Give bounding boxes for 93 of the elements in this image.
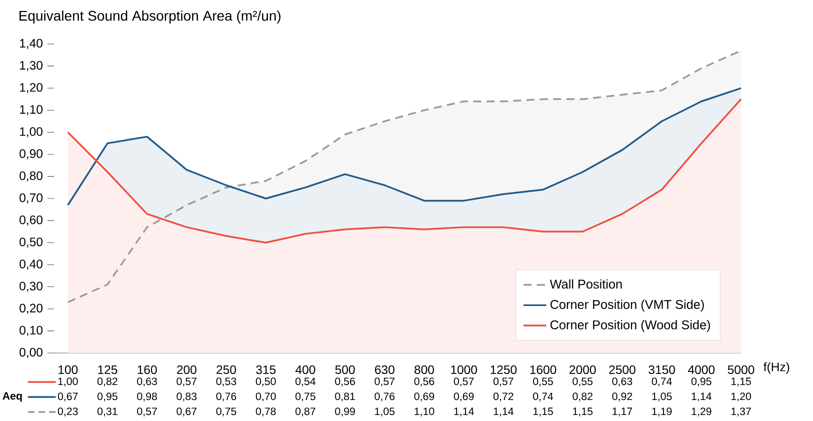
y-tick-label: 0,50 (20, 238, 43, 248)
y-tick-label: 1,00 (20, 127, 43, 138)
y-tick-label: 0,70 (20, 193, 43, 204)
data-label: 1,29 (692, 408, 712, 416)
data-label: 0,56 (335, 378, 355, 386)
data-label: 0,75 (216, 408, 236, 416)
x-tick-label: 125 (98, 365, 118, 374)
data-label: 0,95 (691, 378, 712, 386)
data-label: 0,69 (454, 392, 474, 402)
data-label: 0,55 (572, 378, 593, 386)
data-label: 0,67 (176, 408, 196, 416)
x-tick-label: 630 (375, 365, 394, 374)
data-label: 0,76 (216, 392, 236, 402)
data-label: 0,70 (256, 392, 276, 402)
data-label: 0,57 (137, 408, 157, 416)
data-label: 0,78 (256, 408, 276, 416)
y-tick-label: 1,40 (20, 38, 43, 50)
data-label: 1,05 (375, 408, 395, 416)
data-label: 1,15 (533, 408, 553, 416)
x-tick-label: 1600 (530, 365, 556, 374)
data-label: 0,31 (97, 408, 118, 416)
data-label: 0,55 (533, 378, 553, 386)
data-label: 0,81 (335, 392, 355, 402)
y-tick-label: 0,30 (20, 282, 43, 292)
data-label: 0,83 (176, 392, 197, 402)
data-label: 0,50 (256, 378, 276, 386)
legend-label: Wall Position (550, 279, 622, 289)
data-label: 0,87 (295, 408, 316, 416)
y-tick-label: 0,10 (20, 326, 43, 336)
text: Aeq (2, 392, 22, 402)
data-label: 0,72 (493, 392, 514, 402)
x-tick-label: 3150 (648, 365, 675, 374)
data-label: 0,95 (97, 392, 118, 402)
x-tick-label: 1250 (490, 365, 517, 374)
data-label: 0,57 (176, 378, 196, 386)
data-label: 0,76 (374, 392, 395, 402)
data-label: 0,53 (216, 378, 236, 386)
data-label: 0,92 (612, 392, 632, 402)
x-tick-label: 400 (295, 365, 316, 374)
data-label: 0,57 (374, 378, 394, 386)
x-tick-label: 160 (138, 365, 157, 374)
data-label: 0,74 (652, 378, 672, 386)
x-tick-label: 500 (335, 365, 355, 374)
data-label: 0,63 (137, 378, 157, 386)
x-tick-label: 800 (414, 365, 434, 374)
x-tick-label: 315 (256, 365, 276, 374)
data-label: 0,82 (572, 392, 592, 402)
y-tick-label: 0,90 (20, 149, 43, 160)
data-label: 0,99 (335, 408, 355, 416)
data-label: 1,17 (612, 408, 632, 416)
legend-label: Corner Position (VMT Side) (550, 300, 704, 312)
chart-title: Equivalent Sound Absorption Area (m²/un) (20, 10, 280, 24)
x-tick-label: 4000 (688, 365, 715, 374)
x-tick-label: 1000 (451, 365, 478, 374)
data-label: 1,10 (414, 408, 434, 416)
data-label: 1,15 (573, 408, 593, 416)
data-label: 0,57 (454, 378, 474, 386)
data-label: 1,14 (692, 392, 712, 402)
data-label: 1,05 (652, 392, 672, 402)
data-label: 1,20 (731, 392, 751, 402)
data-label: 0,67 (58, 392, 78, 402)
data-label: 0,74 (533, 392, 554, 402)
y-tick-label: 1,30 (20, 60, 43, 72)
x-tick-label: 5000 (728, 365, 754, 374)
data-label: 1,14 (494, 408, 514, 416)
y-tick-label: 1,10 (20, 105, 43, 116)
data-label: 0,69 (414, 392, 434, 402)
data-label: 0,82 (97, 378, 118, 386)
x-tick-label: 250 (216, 365, 236, 374)
legend-label: Corner Position (Wood Side) (550, 320, 710, 332)
y-tick-label: 0,60 (20, 215, 43, 226)
y-tick-label: 0,80 (20, 171, 43, 182)
y-tick-label: 0,00 (20, 348, 43, 358)
data-label: 0,98 (137, 392, 157, 402)
data-label: 1,00 (58, 378, 78, 386)
data-label: 0,54 (295, 378, 316, 386)
data-label: 1,19 (652, 408, 672, 416)
data-label: 0,75 (295, 392, 316, 402)
x-tick-label: 200 (177, 365, 196, 374)
x-tick-label: 2500 (609, 365, 636, 374)
x-tick-label: 100 (58, 365, 78, 374)
data-label: 1,15 (731, 378, 751, 386)
data-label: 0,57 (493, 378, 514, 386)
data-label: 0,56 (414, 378, 434, 386)
x-axis-title: f(Hz) (764, 362, 790, 374)
y-tick-label: 0,20 (20, 304, 43, 314)
data-label: 0,63 (612, 378, 632, 386)
x-tick-label: 2000 (570, 365, 596, 374)
data-label: 1,14 (454, 408, 474, 416)
y-tick-label: 0,40 (20, 260, 43, 270)
data-label: 0,23 (58, 408, 78, 416)
data-label: 1,37 (731, 408, 751, 416)
y-tick-label: 1,20 (20, 83, 43, 94)
